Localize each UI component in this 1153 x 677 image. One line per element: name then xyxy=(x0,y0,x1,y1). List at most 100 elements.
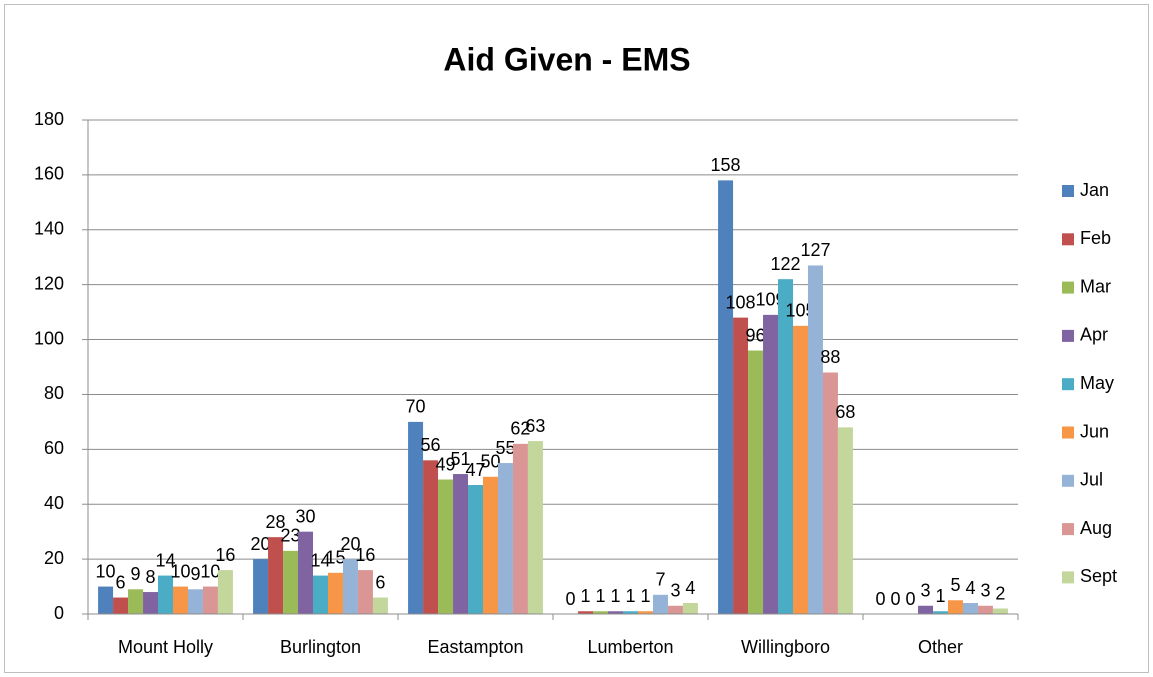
bar xyxy=(482,476,498,614)
legend-label: Sept xyxy=(1080,566,1117,586)
bar xyxy=(918,605,934,614)
bar xyxy=(327,572,343,614)
bar xyxy=(977,605,993,614)
x-tick-label: Mount Holly xyxy=(118,637,213,657)
legend-label: Jan xyxy=(1080,180,1109,200)
data-label: 15 xyxy=(325,548,345,568)
data-label: 8 xyxy=(146,567,156,587)
data-label: 30 xyxy=(296,506,316,526)
bar xyxy=(623,611,638,614)
legend-label: Jun xyxy=(1080,421,1109,441)
bar xyxy=(128,589,144,614)
y-tick-label: 100 xyxy=(34,328,64,348)
legend-label: Apr xyxy=(1080,325,1108,345)
data-label: 62 xyxy=(510,419,530,439)
data-label: 1 xyxy=(596,586,606,606)
y-tick-label: 40 xyxy=(44,493,64,513)
bar xyxy=(637,611,653,614)
data-label: 1 xyxy=(581,586,591,606)
data-label: 108 xyxy=(726,292,756,312)
y-tick-label: 160 xyxy=(34,164,64,184)
data-label: 3 xyxy=(921,581,931,601)
data-label: 55 xyxy=(495,438,515,458)
bar xyxy=(453,474,469,614)
data-label: 158 xyxy=(711,155,741,175)
data-label: 1 xyxy=(640,586,650,606)
legend-swatch xyxy=(1062,233,1074,246)
y-tick-label: 180 xyxy=(34,109,64,129)
bar xyxy=(468,485,483,614)
data-label: 127 xyxy=(800,240,830,260)
x-tick-label: Burlington xyxy=(280,637,361,657)
bar xyxy=(372,597,388,614)
bar xyxy=(113,597,129,614)
bar xyxy=(682,603,698,614)
legend-swatch xyxy=(1062,185,1074,197)
legend-swatch xyxy=(1062,474,1074,487)
bar xyxy=(98,586,114,614)
data-label: 4 xyxy=(965,578,975,598)
bar xyxy=(763,314,779,614)
bar xyxy=(143,592,159,614)
data-label: 16 xyxy=(215,545,235,565)
bar xyxy=(512,443,528,614)
bar xyxy=(253,559,269,614)
legend-label: May xyxy=(1080,373,1114,393)
data-label: 20 xyxy=(340,534,360,554)
bar xyxy=(357,570,373,614)
legend-swatch xyxy=(1062,329,1074,342)
data-label: 122 xyxy=(770,254,800,274)
data-label: 0 xyxy=(891,589,901,609)
data-label: 9 xyxy=(190,564,200,584)
data-label: 10 xyxy=(170,561,190,581)
data-label: 50 xyxy=(480,452,500,472)
data-label: 5 xyxy=(950,575,960,595)
bar xyxy=(283,550,299,614)
data-label: 16 xyxy=(355,545,375,565)
data-label: 3 xyxy=(980,581,990,601)
data-label: 49 xyxy=(436,454,456,474)
bar xyxy=(202,586,218,614)
data-label: 23 xyxy=(281,526,301,546)
bar xyxy=(792,325,808,614)
data-label: 28 xyxy=(266,512,286,532)
bar xyxy=(822,372,838,614)
legend-swatch xyxy=(1062,426,1074,439)
data-label: 56 xyxy=(421,435,441,455)
data-label: 14 xyxy=(155,550,175,570)
legend-swatch xyxy=(1062,378,1074,391)
bar xyxy=(578,611,594,614)
data-label: 63 xyxy=(525,416,545,436)
bar xyxy=(423,460,439,614)
x-tick-label: Willingboro xyxy=(741,637,830,657)
bar xyxy=(718,180,734,614)
data-label: 6 xyxy=(116,572,126,592)
x-tick-label: Eastampton xyxy=(427,637,523,657)
bar xyxy=(652,594,668,614)
data-label: 10 xyxy=(200,561,220,581)
data-label: 10 xyxy=(96,561,116,581)
bar xyxy=(158,575,173,614)
bar xyxy=(667,605,683,614)
chart-border xyxy=(4,4,1149,673)
bar xyxy=(608,611,624,614)
data-label: 1 xyxy=(625,586,635,606)
bar xyxy=(187,589,203,614)
data-label: 20 xyxy=(251,534,271,554)
data-label: 0 xyxy=(566,589,576,609)
data-label: 2 xyxy=(995,583,1005,603)
legend-label: Jul xyxy=(1080,470,1103,490)
bar xyxy=(268,537,284,614)
legend-label: Aug xyxy=(1080,518,1112,538)
legend-label: Feb xyxy=(1080,228,1111,248)
bar xyxy=(807,265,823,614)
bar xyxy=(527,441,543,614)
bar xyxy=(733,317,749,614)
bar xyxy=(837,427,853,614)
bar xyxy=(778,279,793,614)
data-label: 6 xyxy=(375,572,385,592)
data-label: 47 xyxy=(465,460,485,480)
data-label: 7 xyxy=(655,570,665,590)
bar xyxy=(962,603,978,614)
chart-title: Aid Given - EMS xyxy=(443,41,690,77)
